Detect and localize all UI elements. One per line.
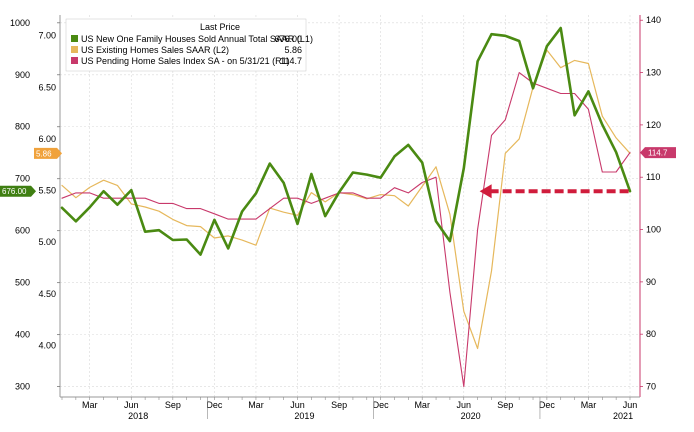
legend-box (65, 18, 307, 72)
series-line-l1 (60, 26, 632, 256)
month-label: Dec (206, 400, 223, 410)
month-label: Sep (165, 400, 181, 410)
tick-label-l1: 500 (15, 278, 30, 288)
tick-label-l1: 800 (15, 122, 30, 132)
month-label: Dec (373, 400, 390, 410)
tag-l2-text: 5.86 (36, 149, 52, 158)
month-label: Mar (414, 400, 430, 410)
tick-label-r1: 100 (646, 225, 661, 235)
tick-label-l1: 600 (15, 226, 30, 236)
month-label: Jun (124, 400, 139, 410)
month-label: Sep (331, 400, 347, 410)
legend-swatch-r1 (71, 57, 78, 64)
tag-l1-badge (0, 185, 36, 197)
tick-label-r1: 140 (646, 15, 661, 25)
tick-label-l2: 4.50 (38, 289, 56, 299)
tag-l1: 676.00 (0, 185, 36, 197)
legend-header: Last Price (200, 22, 240, 32)
legend-swatch-l1 (71, 35, 78, 42)
series-layer (60, 26, 632, 388)
tick-label-r1: 90 (646, 277, 656, 287)
annotation-arrowhead (479, 184, 492, 199)
month-label: Jun (623, 400, 638, 410)
month-label: Dec (539, 400, 556, 410)
tick-label-r1: 80 (646, 329, 656, 339)
legend-value-r1: 114.7 (280, 56, 302, 66)
month-label: Jun (456, 400, 471, 410)
tick-label-r1: 70 (646, 382, 656, 392)
tag-r1-text: 114.7 (648, 149, 668, 158)
tag-l2-badge (34, 147, 62, 159)
year-label: 2020 (461, 411, 481, 421)
tick-label-l2: 6.50 (38, 82, 56, 92)
legend: Last Price US New One Family Houses Sold… (65, 18, 313, 72)
month-label: Mar (82, 400, 98, 410)
legend-value-l1: 676.00 (274, 34, 302, 44)
tick-label-l1: 700 (15, 174, 30, 184)
tick-label-l1: 300 (15, 382, 30, 392)
year-label: 2019 (294, 411, 314, 421)
tick-label-r1: 120 (646, 120, 661, 130)
tag-l2: 5.86 (34, 147, 62, 159)
tag-r1-badge (640, 147, 676, 159)
tick-label-l2: 7.00 (38, 31, 56, 41)
legend-value-l2: 5.86 (284, 45, 302, 55)
year-label: 2021 (613, 411, 633, 421)
month-label: Mar (248, 400, 264, 410)
axis-r1: 70 80 90 100 110 120 130 140 (640, 15, 661, 392)
legend-label-l2: US Existing Homes Sales SAAR (L2) (81, 45, 229, 55)
tick-label-l2: 5.50 (38, 186, 56, 196)
month-label: Mar (581, 400, 597, 410)
axis-l2: 4.00 4.50 5.00 5.50 6.00 6.50 7.00 (38, 31, 56, 351)
tick-label-l1: 1000 (10, 18, 30, 28)
tick-label-r1: 130 (646, 68, 661, 78)
plot-area (60, 15, 640, 397)
legend-label-l1: US New One Family Houses Sold Annual Tot… (81, 34, 313, 44)
tick-label-l1: 400 (15, 330, 30, 340)
tick-label-r1: 110 (646, 172, 660, 182)
annotation-arrow (479, 184, 630, 199)
legend-swatch-l2 (71, 46, 78, 53)
legend-label-r1: US Pending Home Sales Index SA - on 5/31… (81, 56, 290, 66)
month-label: Sep (497, 400, 513, 410)
tag-l1-text: 676.00 (2, 187, 27, 196)
tick-label-l2: 6.00 (38, 134, 56, 144)
axis-l1: 300 400 500 600 700 800 900 1000 (10, 18, 60, 392)
x-axis: Mar Jun Sep Dec Mar Jun Sep Dec Mar Jun Sep Dec Mar J… (61, 397, 638, 421)
tick-label-l2: 5.00 (38, 237, 56, 247)
tick-label-l1: 900 (15, 70, 30, 80)
tick-label-l2: 4.00 (38, 340, 56, 350)
year-label: 2018 (128, 411, 148, 421)
month-label: Jun (290, 400, 305, 410)
tag-r1: 114.7 (640, 147, 676, 159)
